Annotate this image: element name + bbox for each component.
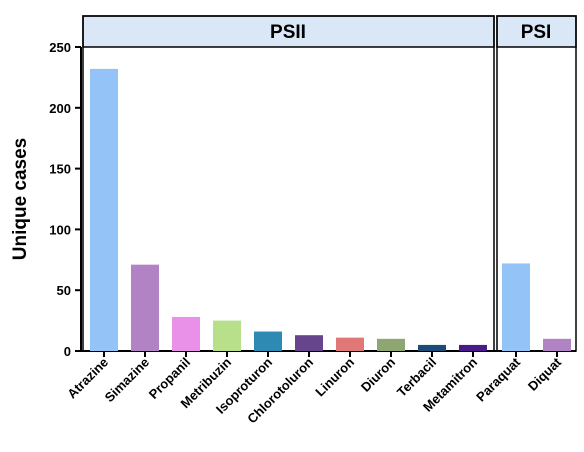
y-tick-label: 100 xyxy=(49,222,71,237)
y-tick-label: 50 xyxy=(57,283,71,298)
y-axis-title: Unique cases xyxy=(10,138,31,261)
x-tick-label-paraquat: Paraquat xyxy=(473,354,523,404)
x-tick-label-diuron: Diuron xyxy=(358,354,398,394)
bar-diuron xyxy=(377,338,405,351)
bar-terbacil xyxy=(418,344,446,351)
y-tick-label: 0 xyxy=(64,344,71,359)
x-tick-label-diquat: Diquat xyxy=(525,354,565,394)
x-tick-label-simazine: Simazine xyxy=(102,355,152,405)
y-tick-label: 150 xyxy=(49,162,71,177)
y-tick-label: 200 xyxy=(49,101,71,116)
bar-linuron xyxy=(336,337,364,351)
psii-group-label: PSII xyxy=(270,22,306,43)
bar-paraquat xyxy=(502,263,530,351)
bar-isoproturon xyxy=(254,331,282,351)
bars xyxy=(90,68,571,351)
x-tick-label-linuron: Linuron xyxy=(312,354,357,399)
y-tick-label: 250 xyxy=(49,40,71,55)
bar-metamitron xyxy=(459,344,487,351)
psi-header-band xyxy=(496,15,577,48)
bar-diquat xyxy=(543,338,571,351)
bar-atrazine xyxy=(90,68,118,351)
bar-chlorotoluron xyxy=(295,335,323,351)
bar-propanil xyxy=(172,316,200,351)
y-axis-ticks: 0 50 100 150 200 250 xyxy=(49,40,81,359)
bar-simazine xyxy=(131,264,159,351)
bar-metribuzin xyxy=(213,320,241,351)
psi-group-label: PSI xyxy=(521,22,552,43)
x-axis-ticks: AtrazineSimazinePropanilMetribuzinIsopro… xyxy=(64,351,565,426)
